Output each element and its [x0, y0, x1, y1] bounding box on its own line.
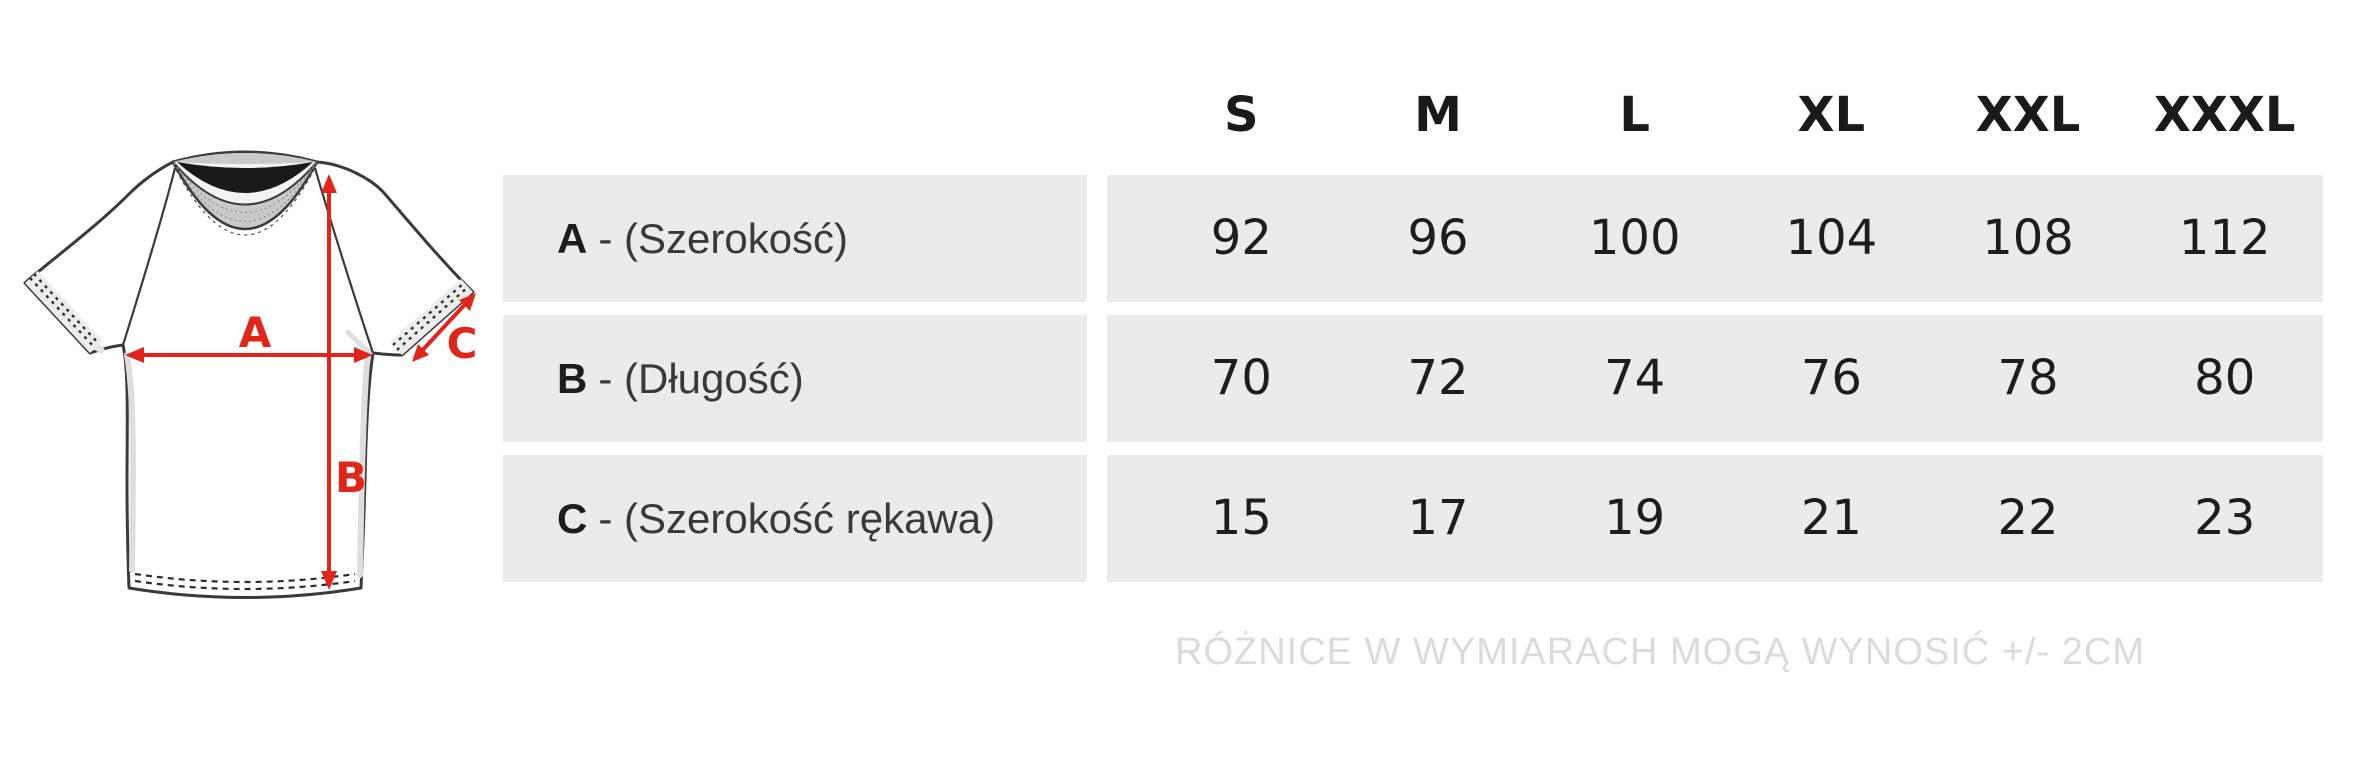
shading-right-armpit	[345, 329, 374, 355]
left-armhole-seam	[121, 167, 177, 346]
shading-left-side	[124, 352, 136, 573]
arrow-b-head-bottom	[321, 571, 337, 590]
measurement-label-a: A	[239, 308, 272, 357]
table-row-length: B - (Długość) 70 72 74 76 78 80	[503, 315, 2323, 442]
arrow-a-head-right	[354, 347, 373, 363]
row-values-sleeve-width: 15 17 19 21 22 23	[1107, 455, 2323, 582]
collar-back-band	[173, 153, 317, 164]
collar-front-band-outer-edge	[171, 161, 319, 231]
value-cell: 100	[1588, 210, 1681, 266]
table-row-sleeve-width: C - (Szerokość rękawa) 15 17 19 21 22 23	[503, 455, 2323, 582]
size-col-xl: XL	[1797, 87, 1866, 143]
row-label-text: - (Szerokość)	[598, 214, 849, 262]
collar-rib-texture-2	[173, 162, 317, 223]
row-label-sleeve-width: C - (Szerokość rękawa)	[503, 455, 1087, 582]
row-letter: C	[557, 494, 588, 542]
tshirt-diagram: A B C	[5, 100, 505, 665]
row-letter: B	[557, 354, 588, 402]
value-cell: 108	[1982, 210, 2074, 266]
hem-stitch-1	[134, 572, 356, 584]
row-letter: A	[557, 214, 588, 262]
value-cell: 23	[2194, 490, 2256, 546]
row-label-text: - (Długość)	[598, 354, 804, 402]
arrow-c-head-upper	[459, 293, 476, 311]
value-cell: 80	[2194, 350, 2256, 406]
measurement-label-c: C	[447, 319, 478, 368]
value-cell: 15	[1210, 490, 1272, 546]
row-label-length: B - (Długość)	[503, 315, 1087, 442]
value-cell: 78	[1997, 350, 2059, 406]
value-cell: 96	[1407, 210, 1469, 266]
arrow-c-head-lower	[412, 344, 429, 362]
value-cell: 74	[1604, 350, 1666, 406]
tolerance-disclaimer: RÓŻNICE W WYMIARACH MOGĄ WYNOSIĆ +/- 2CM	[1175, 631, 2145, 673]
hem-stitch-2	[134, 579, 356, 591]
size-header-row: S M L XL XXL XXXL	[1107, 86, 2323, 144]
value-cell: 70	[1210, 350, 1272, 406]
left-cuff-band	[25, 271, 103, 353]
size-col-xxxl: XXXL	[2153, 87, 2296, 143]
row-values-length: 70 72 74 76 78 80	[1107, 315, 2323, 442]
arrow-b-head-top	[321, 174, 337, 193]
value-cell: 19	[1604, 490, 1666, 546]
value-cell: 104	[1785, 210, 1878, 266]
arrow-a-head-left	[125, 347, 144, 363]
value-cell: 92	[1210, 210, 1272, 266]
collar-inner-shadow	[177, 162, 313, 193]
row-values-width: 92 96 100 104 108 112	[1107, 175, 2323, 302]
right-cuff-band	[390, 279, 473, 355]
table-row-width: A - (Szerokość) 92 96 100 104 108 112	[503, 175, 2323, 302]
value-cell: 112	[2178, 210, 2271, 266]
arrow-c-line	[417, 298, 471, 356]
size-col-m: M	[1414, 87, 1462, 143]
right-armhole-seam	[313, 167, 375, 354]
value-cell: 21	[1800, 490, 1862, 546]
value-cell: 17	[1407, 490, 1469, 546]
size-col-xxl: XXL	[1975, 87, 2081, 143]
measurement-arrows	[125, 174, 476, 590]
size-col-l: L	[1619, 87, 1650, 143]
measurement-label-b: B	[335, 453, 367, 502]
row-label-width: A - (Szerokość)	[503, 175, 1087, 302]
collar-front-band-inner-edge	[173, 162, 317, 206]
collar-outer-stitch	[172, 163, 318, 236]
tshirt-svg: A B C	[23, 150, 478, 599]
value-cell: 76	[1800, 350, 1862, 406]
size-col-s: S	[1224, 87, 1259, 143]
shading-right-side	[357, 357, 370, 578]
value-cell: 72	[1407, 350, 1469, 406]
value-cell: 22	[1997, 490, 2059, 546]
row-label-text: - (Szerokość rękawa)	[598, 494, 996, 542]
